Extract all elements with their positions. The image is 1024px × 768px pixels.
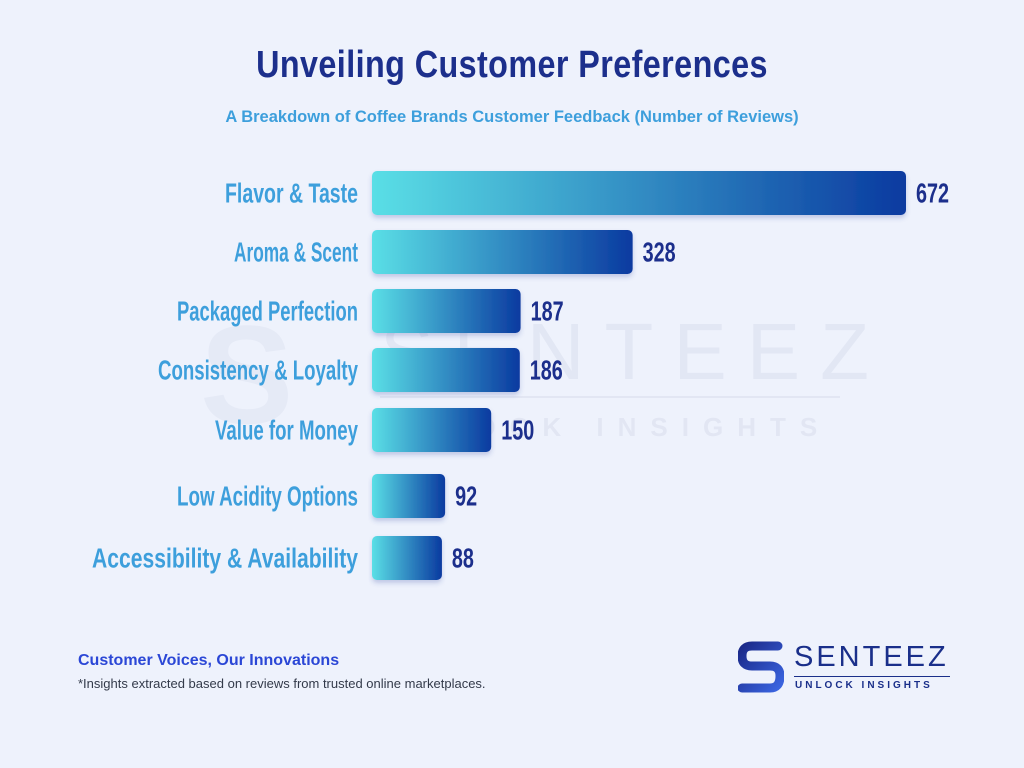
- category-label-flavor-and-taste: Flavor & Taste: [225, 178, 358, 209]
- senteez-logo: SENTEEZ UNLOCK INSIGHTS: [738, 640, 958, 696]
- bar-accessibility-and-availability: [372, 536, 442, 580]
- logo-name: SENTEEZ: [794, 641, 949, 673]
- category-label-packaged-perfection: Packaged Perfection: [177, 296, 358, 327]
- bar-value-for-money: [372, 408, 492, 452]
- bar-low-acidity-options: [372, 474, 446, 518]
- category-label-consistency-and-loyalty: Consistency & Loyalty: [158, 355, 358, 386]
- value-label-packaged-perfection: 187: [531, 296, 564, 327]
- value-label-consistency-and-loyalty: 186: [530, 355, 563, 386]
- bar-flavor-and-taste: [372, 171, 906, 215]
- bar-consistency-and-loyalty: [372, 348, 520, 392]
- chart-title: Unveiling Customer Preferences: [256, 44, 768, 86]
- value-label-value-for-money: 150: [501, 415, 534, 446]
- category-label-value-for-money: Value for Money: [215, 415, 358, 446]
- category-label-low-acidity-options: Low Acidity Options: [177, 481, 358, 512]
- logo-tagline: UNLOCK INSIGHTS: [795, 680, 933, 691]
- value-label-aroma-and-scent: 328: [643, 237, 676, 268]
- logo-divider: [794, 676, 950, 677]
- value-label-low-acidity-options: 92: [455, 481, 477, 512]
- bar-aroma-and-scent: [372, 230, 633, 274]
- bars-layer: Flavor & Taste 672 Aroma & Scent 328 Package…: [92, 171, 949, 580]
- category-label-aroma-and-scent: Aroma & Scent: [234, 237, 358, 268]
- footer-tagline: Customer Voices, Our Innovations: [78, 652, 340, 669]
- chart-subtitle: A Breakdown of Coffee Brands Customer Fe…: [225, 108, 799, 126]
- value-label-flavor-and-taste: 672: [916, 178, 949, 209]
- bar-packaged-perfection: [372, 289, 521, 333]
- category-label-accessibility-and-availability: Accessibility & Availability: [92, 543, 358, 574]
- footer-note: *Insights extracted based on reviews fro…: [78, 676, 486, 691]
- senteez-s-logo-icon: [738, 641, 784, 693]
- value-label-accessibility-and-availability: 88: [452, 543, 474, 574]
